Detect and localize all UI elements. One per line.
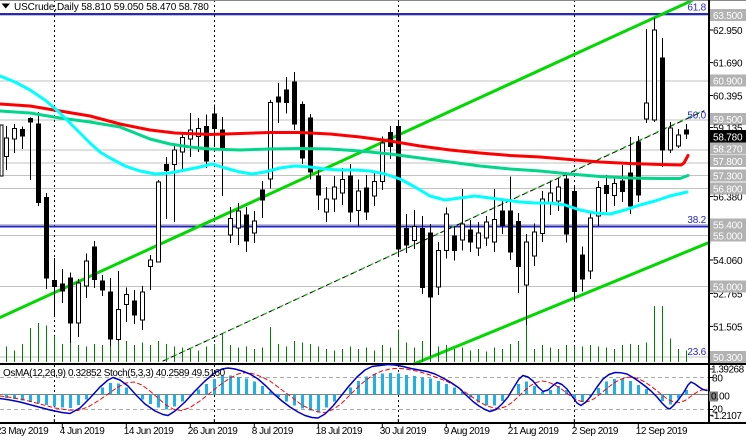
svg-text:63.500: 63.500 [713,11,743,22]
svg-text:38.2: 38.2 [687,215,706,226]
svg-text:21 Aug 2019: 21 Aug 2019 [508,426,560,437]
svg-text:12 Sep 2019: 12 Sep 2019 [636,426,688,437]
svg-text:52.765: 52.765 [713,290,743,301]
svg-text:50.0: 50.0 [687,111,706,122]
svg-text:18 Jul 2019: 18 Jul 2019 [316,426,363,437]
svg-text:56.380: 56.380 [713,193,743,204]
svg-text:58.780: 58.780 [713,133,743,144]
svg-text:57.300: 57.300 [713,172,743,183]
svg-text:-1.2107: -1.2107 [711,411,742,422]
svg-text:80: 80 [712,374,723,385]
svg-text:61.8: 61.8 [687,3,706,14]
svg-text:20: 20 [712,405,723,416]
svg-text:58.270: 58.270 [713,145,743,156]
svg-text:53.000: 53.000 [713,283,743,294]
svg-text:61.690: 61.690 [713,59,743,70]
svg-text:8 Jul 2019: 8 Jul 2019 [252,426,294,437]
svg-text:0.00: 0.00 [711,392,730,403]
svg-text:1.39268: 1.39268 [711,365,745,376]
svg-text:55.400: 55.400 [713,221,743,232]
svg-text:26 Jun 2019: 26 Jun 2019 [188,426,238,437]
svg-text:55.000: 55.000 [713,232,743,243]
svg-text:OsMA(12,26,9) 0.32852 Stoch(5: OsMA(12,26,9) 0.32852 Stoch(5,3,3) 40.25… [3,368,226,379]
svg-text:23.6: 23.6 [687,347,706,358]
svg-text:2 Sep 2019: 2 Sep 2019 [572,426,619,437]
svg-text:54.060: 54.060 [713,256,743,267]
svg-text:60.900: 60.900 [713,77,743,88]
svg-text:50.300: 50.300 [713,353,743,364]
svg-text:9 Aug 2019: 9 Aug 2019 [444,426,491,437]
svg-text:62.950: 62.950 [713,26,743,37]
svg-text:30 Jul 2019: 30 Jul 2019 [380,426,427,437]
svg-text:51.505: 51.505 [713,322,743,333]
svg-text:57.800: 57.800 [713,157,743,168]
svg-text:60.395: 60.395 [713,92,743,103]
svg-text:USCrude,Daily 58.810 59.050 5: USCrude,Daily 58.810 59.050 58.470 58.78… [14,2,209,13]
svg-text:56.800: 56.800 [713,184,743,195]
svg-text:23 May 2019: 23 May 2019 [0,426,49,437]
svg-text:59.135: 59.135 [713,124,743,135]
svg-text:59.500: 59.500 [713,115,743,126]
svg-text:4 Jun 2019: 4 Jun 2019 [60,426,105,437]
svg-text:14 Jun 2019: 14 Jun 2019 [124,426,174,437]
